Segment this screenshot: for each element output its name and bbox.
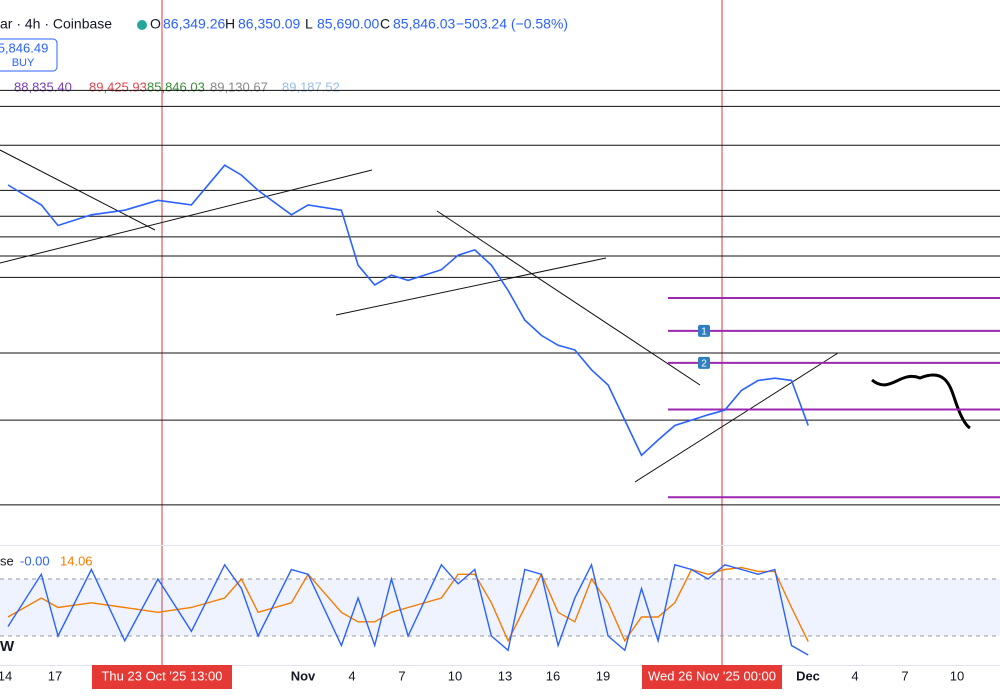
- header-text: C: [380, 16, 390, 32]
- price-line: [7, 164, 809, 457]
- order-marker-label: 2: [701, 359, 707, 370]
- x-tick-label: Nov: [291, 668, 316, 683]
- axis-separator: [0, 665, 1000, 666]
- x-tick-label: 10: [950, 668, 964, 683]
- corner-label: W: [0, 638, 15, 655]
- stoch-line: [7, 566, 809, 643]
- x-tick-label: 10: [448, 668, 462, 683]
- order-price: 5,846.49: [0, 40, 48, 55]
- header-text: 85,690.00: [317, 16, 379, 32]
- header-text: ar · 4h · Coinbase: [0, 16, 112, 32]
- x-tick-label: Thu 23 Oct '25 13:00: [101, 668, 222, 683]
- stoch-d: 14.06: [60, 553, 93, 568]
- stoch-title: se: [0, 553, 14, 568]
- crosshair-label-box: [642, 665, 782, 689]
- header-text: −503.24 (−0.58%): [456, 16, 568, 32]
- order-marker: [698, 324, 710, 337]
- x-tick-label: 17: [48, 668, 62, 683]
- indicator-value: 89,425.93: [89, 79, 147, 94]
- buy-button[interactable]: [0, 38, 58, 72]
- x-tick-label: 7: [398, 668, 405, 683]
- crosshair-label-box: [92, 665, 232, 689]
- x-tick-label: 13: [498, 668, 512, 683]
- header-text: 85,846.03: [393, 16, 455, 32]
- stoch-band: [0, 579, 1000, 636]
- order-marker: [698, 356, 710, 369]
- trend-line: [335, 257, 607, 316]
- header-text: O: [150, 16, 161, 32]
- trend-line: [634, 352, 839, 483]
- stoch-line: [7, 562, 809, 656]
- header-text: 86,350.09: [238, 16, 300, 32]
- header-text: L: [305, 16, 313, 32]
- freehand-drawing: [871, 373, 971, 430]
- header-text: H: [225, 16, 235, 32]
- trend-line: [436, 210, 701, 386]
- indicator-value: 89,187.52: [282, 79, 340, 94]
- x-tick-label: 4: [851, 668, 858, 683]
- indicator-value: 89,130.67: [210, 79, 268, 94]
- x-tick-label: 14: [0, 668, 12, 683]
- x-tick-label: Dec: [796, 668, 820, 683]
- x-tick-label: 19: [596, 668, 610, 683]
- order-side: BUY: [12, 57, 35, 69]
- order-marker-label: 1: [701, 326, 707, 337]
- stoch-k: -0.00: [20, 553, 50, 568]
- x-tick-label: 7: [901, 668, 908, 683]
- indicator-value: 85,846.03: [147, 79, 205, 94]
- x-tick-label: Wed 26 Nov '25 00:00: [648, 668, 776, 683]
- indicator-value: 88,835.40: [14, 79, 72, 94]
- pane-separator: [0, 545, 1000, 546]
- x-tick-label: 16: [546, 668, 560, 683]
- status-dot: [137, 20, 147, 30]
- header-text: 86,349.26: [163, 16, 225, 32]
- x-tick-label: 4: [348, 668, 355, 683]
